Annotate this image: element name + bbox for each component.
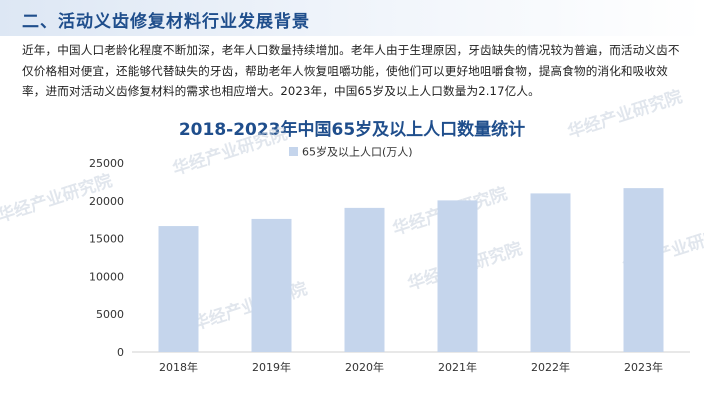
section-header-band xyxy=(0,0,704,36)
x-tick-label: 2020年 xyxy=(345,360,384,374)
bar xyxy=(344,207,385,352)
legend-swatch xyxy=(289,147,298,156)
intro-paragraph: 近年，中国人口老龄化程度不断加深，老年人口数量持续增加。老年人由于生理原因，牙齿… xyxy=(22,43,680,98)
x-tick-label: 2019年 xyxy=(252,360,291,374)
bar xyxy=(623,188,664,352)
x-tick-label: 2018年 xyxy=(159,360,198,374)
watermark-text: 华经产业研究院 xyxy=(190,278,310,335)
watermark-text: 华经产业研究院 xyxy=(565,86,685,143)
bar xyxy=(530,193,571,352)
chart-title: 2018-2023年中国65岁及以上人口数量统计 xyxy=(178,120,526,140)
y-tick-label: 25000 xyxy=(89,157,124,170)
section-title: 二、活动义齿修复材料行业发展背景 xyxy=(22,12,310,32)
bar xyxy=(251,218,292,352)
watermark-text: 华经产业研究院 xyxy=(170,123,290,180)
y-tick-label: 20000 xyxy=(89,195,124,208)
legend-label: 65岁及以上人口(万人) xyxy=(302,145,413,159)
y-tick-label: 0 xyxy=(117,346,124,359)
bar xyxy=(437,200,478,352)
bar xyxy=(158,226,199,352)
x-tick-label: 2022年 xyxy=(531,360,570,374)
x-tick-label: 2021年 xyxy=(438,360,477,374)
y-tick-label: 10000 xyxy=(89,270,124,283)
x-tick-label: 2023年 xyxy=(624,360,663,374)
y-tick-label: 15000 xyxy=(89,233,124,246)
y-tick-label: 5000 xyxy=(96,308,124,321)
